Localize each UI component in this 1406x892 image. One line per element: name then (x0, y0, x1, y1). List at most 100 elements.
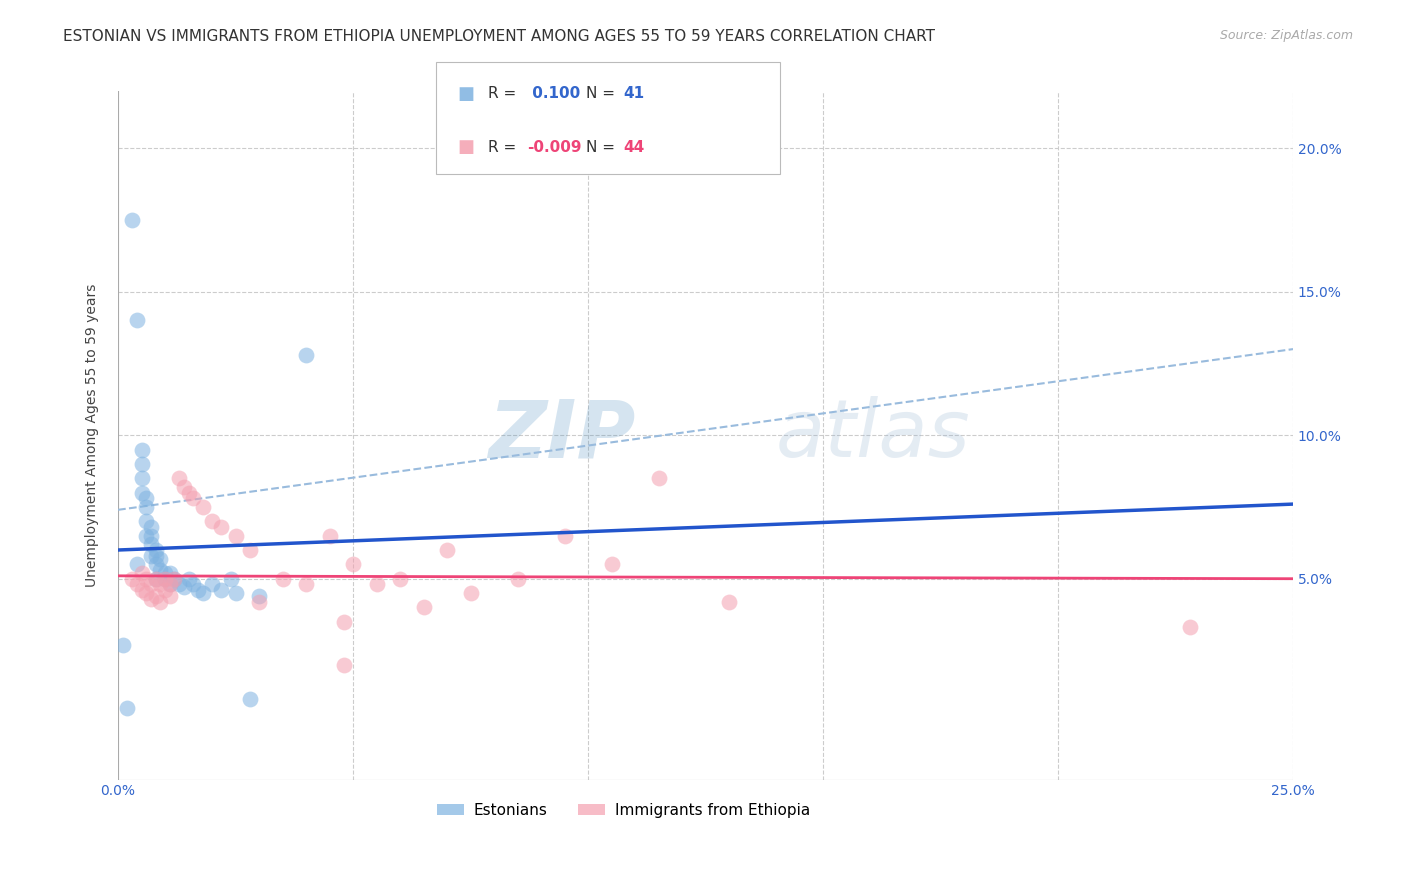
Point (139, 577, 162, 591)
Point (111, 638, 134, 652)
Point (318, 529, 340, 543)
Point (139, 529, 162, 543)
Point (219, 572, 242, 586)
Point (135, 529, 157, 543)
Point (145, 543, 167, 558)
Text: R =: R = (488, 140, 522, 154)
Point (125, 577, 148, 591)
Point (135, 514, 157, 528)
Point (125, 558, 148, 572)
Point (163, 572, 186, 586)
Point (187, 583, 209, 598)
Point (718, 595, 741, 609)
Point (131, 471, 153, 485)
Legend: Estonians, Immigrants from Ethiopia: Estonians, Immigrants from Ethiopia (430, 797, 815, 823)
Point (139, 537, 162, 551)
Point (149, 563, 172, 577)
Point (153, 583, 176, 598)
Point (117, 701, 139, 715)
Point (600, 558, 623, 572)
Point (131, 442, 153, 457)
Point (332, 615, 354, 629)
Point (506, 572, 529, 586)
Point (159, 577, 181, 591)
Point (139, 520, 162, 534)
Point (145, 589, 167, 603)
Point (247, 589, 270, 603)
Point (153, 572, 176, 586)
Text: ■: ■ (457, 138, 474, 156)
Point (191, 500, 214, 514)
Point (366, 577, 388, 591)
Point (211, 583, 233, 598)
Point (163, 572, 186, 586)
Point (271, 572, 294, 586)
Y-axis label: Unemployment Among Ages 55 to 59 years: Unemployment Among Ages 55 to 59 years (86, 284, 100, 587)
Point (247, 595, 270, 609)
Point (332, 657, 354, 672)
Point (135, 572, 157, 586)
Text: ZIP: ZIP (488, 396, 636, 475)
Point (159, 566, 181, 580)
Text: N =: N = (586, 87, 620, 101)
Text: N =: N = (586, 140, 620, 154)
Point (436, 543, 458, 558)
Point (225, 529, 247, 543)
Point (159, 577, 181, 591)
Point (149, 595, 172, 609)
Point (191, 586, 214, 600)
Point (131, 485, 153, 500)
Point (1178, 620, 1201, 634)
Point (131, 583, 153, 598)
Text: ■: ■ (457, 85, 474, 103)
Text: atlas: atlas (776, 396, 970, 475)
Point (295, 348, 318, 362)
Point (131, 566, 153, 580)
Point (135, 491, 157, 506)
Point (145, 572, 167, 586)
Point (149, 577, 172, 591)
Point (412, 600, 434, 615)
Point (173, 580, 195, 594)
Point (139, 549, 162, 563)
Point (647, 471, 669, 485)
Point (135, 500, 157, 514)
Point (239, 543, 262, 558)
Point (295, 577, 318, 591)
Point (153, 566, 176, 580)
Point (239, 692, 262, 706)
Point (167, 471, 190, 485)
Point (201, 577, 224, 591)
Text: ESTONIAN VS IMMIGRANTS FROM ETHIOPIA UNEMPLOYMENT AMONG AGES 55 TO 59 YEARS CORR: ESTONIAN VS IMMIGRANTS FROM ETHIOPIA UNE… (63, 29, 935, 44)
Point (167, 577, 190, 591)
Point (131, 457, 153, 471)
Point (554, 529, 576, 543)
Text: Source: ZipAtlas.com: Source: ZipAtlas.com (1219, 29, 1353, 42)
Text: R =: R = (488, 87, 522, 101)
Point (460, 586, 482, 600)
Text: -0.009: -0.009 (527, 140, 582, 154)
Text: 0.100: 0.100 (527, 87, 581, 101)
Point (139, 591, 162, 606)
Point (173, 480, 195, 494)
Point (225, 586, 247, 600)
Point (125, 313, 148, 327)
Point (389, 572, 412, 586)
Point (181, 491, 204, 506)
Point (153, 572, 176, 586)
Point (181, 577, 204, 591)
Point (145, 558, 167, 572)
Text: 44: 44 (623, 140, 644, 154)
Point (342, 558, 364, 572)
Text: 41: 41 (623, 87, 644, 101)
Point (121, 213, 143, 227)
Point (149, 551, 172, 566)
Point (211, 520, 233, 534)
Point (177, 485, 200, 500)
Point (201, 514, 224, 528)
Point (135, 586, 157, 600)
Point (177, 572, 200, 586)
Point (145, 549, 167, 563)
Point (159, 589, 181, 603)
Point (121, 572, 143, 586)
